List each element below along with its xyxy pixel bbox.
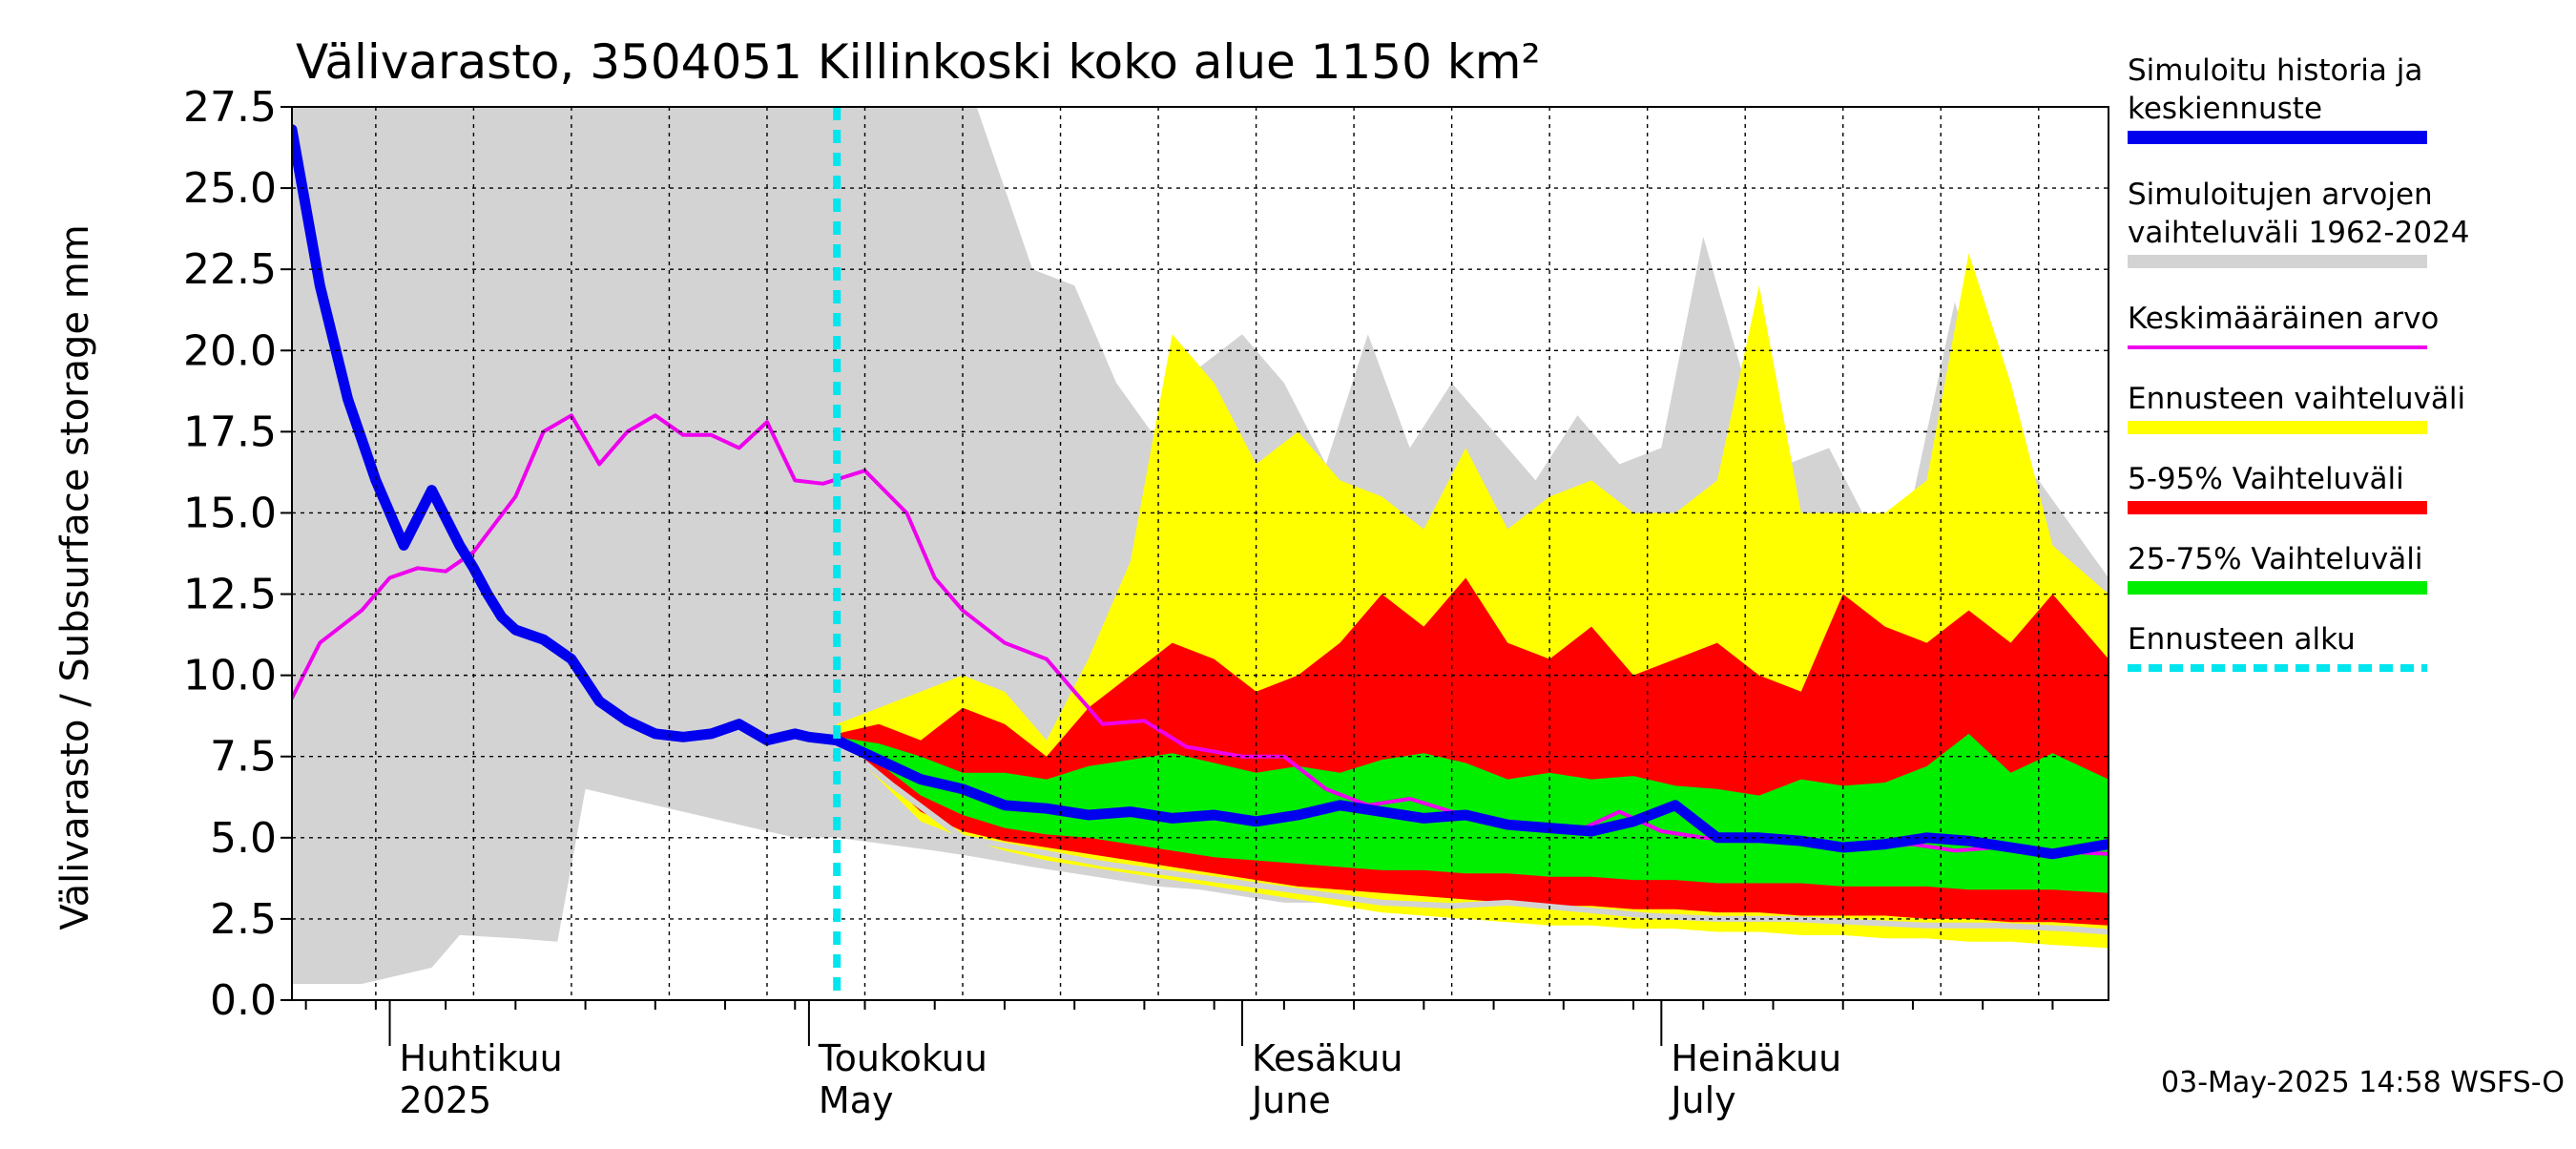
- grid-lines: [292, 107, 2109, 1000]
- x-month-label-en: May: [819, 1079, 894, 1121]
- plot-frame: [291, 106, 2109, 1001]
- legend-label: keskiennuste: [2128, 92, 2322, 126]
- legend-label: Ennusteen alku: [2128, 622, 2356, 657]
- x-month-label-en: June: [1250, 1079, 1331, 1121]
- y-tick-label: 2.5: [210, 895, 277, 944]
- chart-title: Välivarasto, 3504051 Killinkoski koko al…: [296, 34, 1541, 90]
- y-tick-label: 27.5: [183, 83, 277, 132]
- line-simuloitujen-arvojen-mediaani: [834, 737, 2109, 935]
- legend-label: Ennusteen vaihteluväli: [2128, 382, 2465, 416]
- legend-label: Simuloitu historia ja: [2128, 53, 2422, 88]
- x-month-label-fi: Heinäkuu: [1671, 1037, 1841, 1079]
- legend-label: Simuloitujen arvojen: [2128, 178, 2433, 212]
- axes: 0.0 2.5 5.0 7.5 10.0 12.5 15.0 17.5 20.0 22.5 25.0…: [183, 83, 2109, 1121]
- x-month-label-en: July: [1669, 1079, 1735, 1121]
- plot-series: [292, 107, 2109, 984]
- y-axis-label: Välivarasto / Subsurface storage mm: [53, 224, 97, 930]
- legend-label: vaihteluväli 1962-2024: [2128, 216, 2469, 250]
- y-tick-label: 25.0: [183, 164, 277, 213]
- y-tick-label: 12.5: [183, 571, 277, 619]
- y-tick-label: 7.5: [210, 733, 277, 782]
- x-month-label-en: 2025: [400, 1079, 492, 1121]
- legend-label: Keskimääräinen arvo: [2128, 302, 2439, 336]
- y-tick-label: 22.5: [183, 245, 277, 294]
- x-month-label-fi: Huhtikuu: [400, 1037, 563, 1079]
- x-month-label-fi: Kesäkuu: [1252, 1037, 1403, 1079]
- y-tick-label: 0.0: [210, 976, 277, 1025]
- x-month-label-fi: Toukokuu: [818, 1037, 987, 1079]
- legend-label: 5-95% Vaihteluväli: [2128, 462, 2404, 496]
- y-tick-label: 15.0: [183, 489, 277, 537]
- y-tick-label: 10.0: [183, 652, 277, 700]
- plot-area: [292, 107, 2109, 984]
- footer-timestamp: 03-May-2025 14:58 WSFS-O: [2161, 1066, 2565, 1099]
- y-tick-label: 5.0: [210, 814, 277, 863]
- y-tick-label: 17.5: [183, 407, 277, 456]
- y-tick-label: 20.0: [183, 326, 277, 375]
- legend-label: 25-75% Vaihteluväli: [2128, 542, 2423, 576]
- legend: Simuloitu historia ja keskiennuste Simuloi…: [2128, 53, 2469, 672]
- line-simuloitu-historia-ja-keskiennuste: [292, 124, 2109, 860]
